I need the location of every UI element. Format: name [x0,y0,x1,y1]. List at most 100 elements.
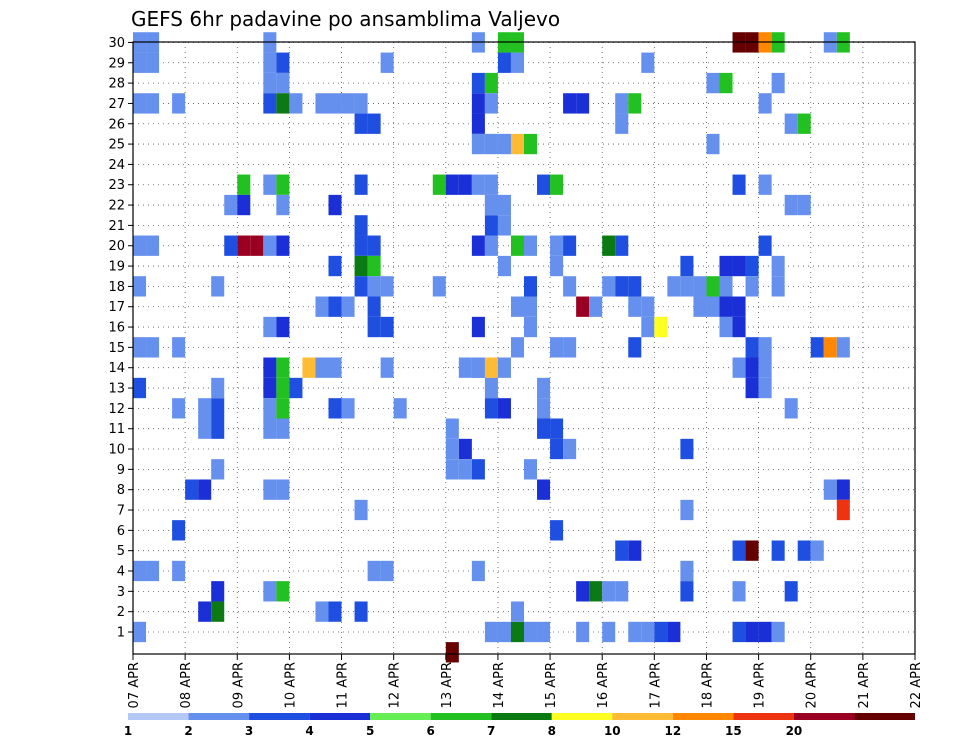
heatmap-cell [276,93,290,114]
heatmap-cell [458,438,472,460]
heatmap-cell [471,316,485,338]
heatmap-cell [198,418,212,439]
heatmap-cell [510,52,524,73]
heatmap-cell [836,499,850,521]
heatmap-cell [133,337,147,358]
heatmap-cell [680,438,694,460]
heatmap-cell [276,398,290,419]
heatmap-cell [133,276,147,297]
heatmap-cell [563,276,577,297]
heatmap-cell [484,93,498,114]
heatmap-cell [797,540,811,561]
heatmap-cell [185,479,199,500]
heatmap-cell [784,113,798,134]
legend-label: 7 [487,724,495,738]
heatmap-cell [341,93,355,114]
heatmap-cell [484,621,498,643]
heatmap-cell [341,398,355,419]
heatmap-cell [328,357,342,378]
heatmap-cell [380,52,394,73]
heatmap-cell [628,296,642,317]
heatmap-cell [445,459,459,480]
heatmap-cell [810,540,824,561]
heatmap-cell [510,296,524,317]
x-axis: 07 APR 08 APR 09 APR 10 APR 11 APR 12 APR 13 A… [127,654,924,708]
heatmap-cell [576,296,590,317]
heatmap-cell [524,621,538,643]
heatmap-cell [458,357,472,378]
heatmap-cell [563,235,577,256]
y-tick-label: 16 [108,321,125,336]
heatmap-cell [719,255,733,277]
heatmap-cell [172,337,186,358]
heatmap-cell [510,235,524,256]
heatmap-cell [758,621,772,643]
x-tick-label: 07 APR [127,662,142,708]
heatmap-cell [537,418,551,439]
heatmap-cell [276,418,290,439]
y-tick-label: 2 [117,605,125,620]
heatmap-cell [641,296,655,317]
x-tick-label: 18 APR [700,662,715,708]
heatmap-cell [758,235,772,256]
legend-label: 3 [245,724,253,738]
y-tick-label: 8 [117,483,125,498]
heatmap-cell [497,215,511,236]
heatmap-cell [263,581,277,602]
heatmap-cell [432,174,446,195]
heatmap-cell [328,194,342,216]
heatmap-cell [263,93,277,114]
heatmap-cell [471,560,485,582]
legend-swatch [370,713,431,720]
x-tick-label: 08 APR [179,662,194,708]
legend-swatch [612,713,673,720]
heatmap-cell [732,621,746,643]
heatmap-cell [758,93,772,114]
heatmap-cell [667,621,681,643]
heatmap-cell [524,235,538,256]
heatmap-cell [706,276,720,297]
heatmap-cell [263,52,277,73]
y-tick-label: 23 [108,178,125,193]
heatmap-cell [719,276,733,297]
heatmap-cell [146,337,160,358]
heatmap-cell [745,276,759,297]
heatmap-cell [680,560,694,582]
heatmap-cell [615,93,629,114]
heatmap-cell [823,479,837,500]
legend-swatch [249,713,310,720]
heatmap-cell [211,459,225,480]
heatmap-cell [133,235,147,256]
heatmap-cell [380,316,394,338]
heatmap-cell [484,398,498,419]
heatmap-cell [471,235,485,256]
heatmap-cell [354,113,368,134]
heatmap-cell [276,316,290,338]
heatmap-cell [471,174,485,195]
heatmap-cell [719,296,733,317]
legend-swatch [491,713,552,720]
heatmap-cell [315,601,329,622]
heatmap-cell [758,357,772,378]
heatmap-cell [693,276,707,297]
x-tick-label: 19 APR [753,662,768,708]
heatmap-cell [354,93,368,114]
heatmap-cell [745,357,759,378]
legend-label: 5 [366,724,374,738]
heatmap-cell [380,560,394,582]
heatmap-cell [263,479,277,500]
heatmap-cell [263,235,277,256]
heatmap-cell [641,316,655,338]
heatmap-cell [367,255,381,277]
heatmap-cell [211,377,225,399]
heatmap-cell [211,418,225,439]
heatmap-cell [732,540,746,561]
heatmap-cell [537,174,551,195]
heatmap-cell [328,93,342,114]
heatmap-cell [615,235,629,256]
heatmap-cell [836,337,850,358]
heatmap-cell [263,398,277,419]
heatmap-cell [211,398,225,419]
y-tick-label: 20 [108,239,125,254]
heatmap-cell [719,72,733,94]
